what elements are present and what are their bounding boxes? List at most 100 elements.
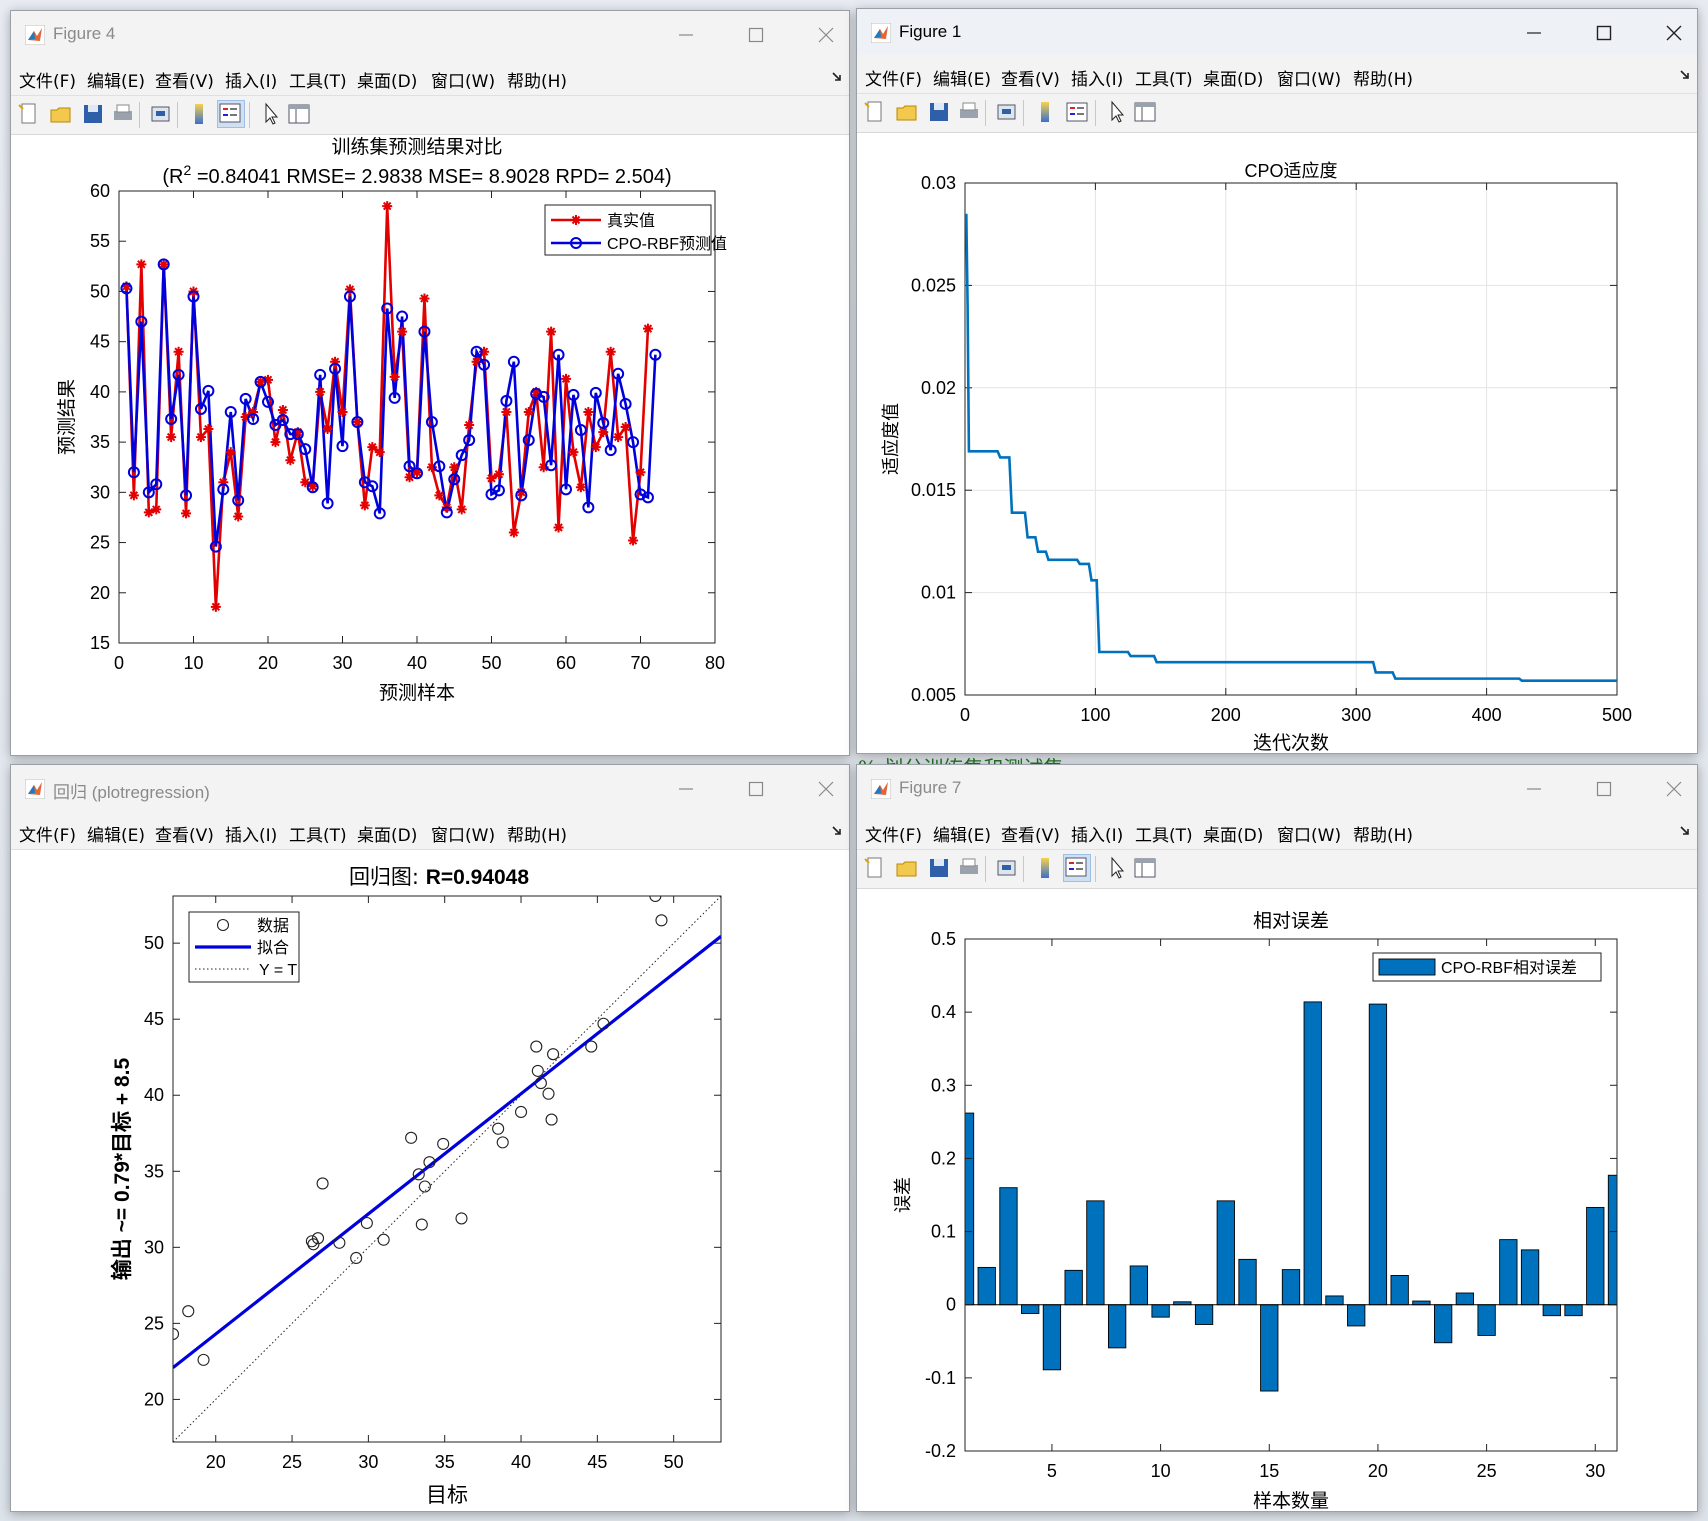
- minimize-button[interactable]: [1511, 15, 1557, 49]
- maximize-button[interactable]: [1581, 771, 1627, 805]
- menu-item[interactable]: 编辑(E): [933, 826, 992, 846]
- menu-item[interactable]: 窗口(W): [1277, 70, 1342, 90]
- save-icon[interactable]: [927, 856, 951, 880]
- data-point: [180, 489, 193, 502]
- close-button[interactable]: [803, 771, 849, 805]
- data-point: [307, 481, 318, 492]
- data-point: [538, 462, 549, 473]
- property-inspector-icon[interactable]: [1133, 100, 1157, 124]
- menu-item[interactable]: 桌面(D): [1203, 70, 1264, 90]
- save-icon[interactable]: [927, 100, 951, 124]
- new-file-icon[interactable]: [17, 102, 41, 126]
- menu-item[interactable]: 文件(F): [19, 826, 77, 846]
- legend-marker: [571, 215, 581, 225]
- print-icon[interactable]: [111, 102, 135, 126]
- figure7-window[interactable]: Figure 7 文件(F) 编辑(E) 查看(V) 插入(I) 工具(T) 桌面(D) 窗…: [856, 764, 1698, 1512]
- menu-item[interactable]: 插入(I): [225, 826, 278, 846]
- dock-arrow-icon[interactable]: [1679, 825, 1691, 837]
- legend-icon[interactable]: [217, 100, 245, 128]
- menu-item[interactable]: 查看(V): [155, 826, 214, 846]
- title-prefix: 回归图:: [349, 865, 426, 889]
- link-plot-icon[interactable]: [995, 100, 1019, 124]
- menu-item[interactable]: 编辑(E): [87, 72, 146, 92]
- data-point: [360, 1216, 373, 1230]
- print-icon[interactable]: [957, 856, 981, 880]
- title-bar[interactable]: Figure 7: [857, 765, 1697, 811]
- menu-item[interactable]: 文件(F): [865, 70, 923, 90]
- menu-item[interactable]: 插入(I): [1071, 70, 1124, 90]
- open-folder-icon[interactable]: [895, 856, 919, 880]
- menu-item[interactable]: 查看(V): [155, 72, 214, 92]
- print-icon[interactable]: [957, 100, 981, 124]
- close-button[interactable]: [1651, 771, 1697, 805]
- menu-item[interactable]: 编辑(E): [933, 70, 992, 90]
- menu-item[interactable]: 桌面(D): [357, 826, 418, 846]
- legend-icon[interactable]: [1065, 100, 1089, 124]
- title-bar[interactable]: Figure 4: [11, 11, 849, 57]
- menu-item[interactable]: 桌面(D): [357, 72, 418, 92]
- figure1-window[interactable]: Figure 1 文件(F) 编辑(E) 查看(V) 插入(I) 工具(T) 桌面(D) 窗…: [856, 8, 1698, 754]
- link-plot-icon[interactable]: [149, 102, 173, 126]
- menu-item[interactable]: 窗口(W): [431, 826, 496, 846]
- figure4-window[interactable]: Figure 4 文件(F) 编辑(E) 查看(V) 插入(I) 工具(T) 桌面(D) 窗…: [10, 10, 850, 756]
- x-tick-label: 40: [511, 1452, 531, 1472]
- data-point: [412, 467, 422, 478]
- menu-item[interactable]: 帮助(H): [507, 826, 568, 846]
- dock-arrow-icon[interactable]: [831, 825, 843, 837]
- menu-item[interactable]: 工具(T): [289, 826, 347, 846]
- menu-item[interactable]: 插入(I): [225, 72, 278, 92]
- property-inspector-icon[interactable]: [287, 102, 311, 126]
- maximize-button[interactable]: [1581, 15, 1627, 49]
- menu-item[interactable]: 查看(V): [1001, 826, 1060, 846]
- axes-frame: [172, 895, 722, 1443]
- menu-item[interactable]: 文件(F): [865, 826, 923, 846]
- open-folder-icon[interactable]: [895, 100, 919, 124]
- error-bar: [1281, 1269, 1301, 1306]
- title-bar[interactable]: Figure 1: [857, 9, 1697, 55]
- colorbar-icon[interactable]: [187, 102, 211, 126]
- minimize-button[interactable]: [663, 17, 709, 51]
- minimize-button[interactable]: [1511, 771, 1557, 805]
- menu-item[interactable]: 编辑(E): [87, 826, 146, 846]
- dock-arrow-icon[interactable]: [831, 71, 843, 83]
- legend-icon[interactable]: [1063, 854, 1091, 882]
- dock-arrow-icon[interactable]: [1679, 69, 1691, 81]
- toolbar-separator: [1023, 856, 1024, 882]
- property-inspector-icon[interactable]: [1133, 856, 1157, 880]
- colorbar-icon[interactable]: [1033, 856, 1057, 880]
- regression-window[interactable]: 回归 (plotregression) 文件(F) 编辑(E) 查看(V) 插入(I)…: [10, 764, 850, 1512]
- menu-item[interactable]: 工具(T): [289, 72, 347, 92]
- data-point: [425, 416, 438, 429]
- new-file-icon[interactable]: [863, 100, 887, 124]
- colorbar-icon[interactable]: [1033, 100, 1057, 124]
- data-point: [329, 362, 342, 375]
- menu-item[interactable]: 窗口(W): [1277, 826, 1342, 846]
- pointer-icon[interactable]: [259, 102, 283, 126]
- data-point: [620, 422, 631, 433]
- new-file-icon[interactable]: [863, 856, 887, 880]
- title-bar[interactable]: 回归 (plotregression): [11, 765, 849, 811]
- pointer-icon[interactable]: [1105, 100, 1129, 124]
- chart-title: 相对误差: [1253, 910, 1329, 932]
- menu-item[interactable]: 帮助(H): [1353, 70, 1414, 90]
- legend-label: CPO-RBF预测值: [607, 235, 727, 253]
- menu-item[interactable]: 帮助(H): [1353, 826, 1414, 846]
- menu-item[interactable]: 帮助(H): [507, 72, 568, 92]
- y-tick-label: 40: [144, 1085, 164, 1105]
- menu-item[interactable]: 工具(T): [1135, 826, 1193, 846]
- pointer-icon[interactable]: [1105, 856, 1129, 880]
- maximize-button[interactable]: [733, 771, 779, 805]
- save-icon[interactable]: [81, 102, 105, 126]
- minimize-button[interactable]: [663, 771, 709, 805]
- menu-item[interactable]: 查看(V): [1001, 70, 1060, 90]
- menu-item[interactable]: 窗口(W): [431, 72, 496, 92]
- menu-item[interactable]: 工具(T): [1135, 70, 1193, 90]
- open-folder-icon[interactable]: [49, 102, 73, 126]
- close-button[interactable]: [1651, 15, 1697, 49]
- menu-item[interactable]: 桌面(D): [1203, 826, 1264, 846]
- close-button[interactable]: [803, 17, 849, 51]
- menu-item[interactable]: 文件(F): [19, 72, 77, 92]
- link-plot-icon[interactable]: [995, 856, 1019, 880]
- maximize-button[interactable]: [733, 17, 779, 51]
- menu-item[interactable]: 插入(I): [1071, 826, 1124, 846]
